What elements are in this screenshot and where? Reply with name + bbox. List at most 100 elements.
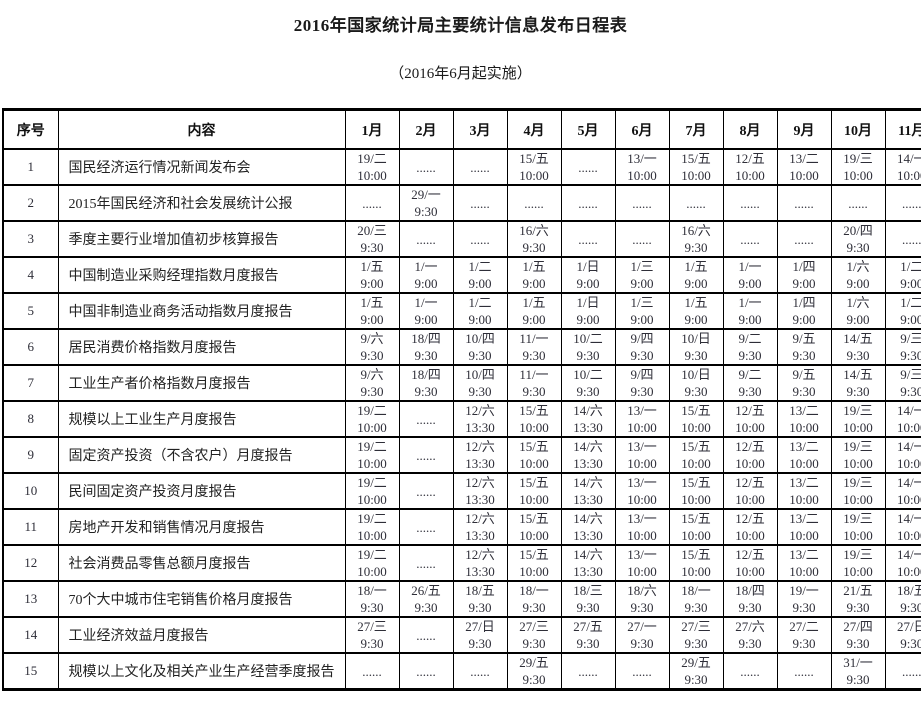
release-datetime: 9:30: [630, 636, 654, 651]
schedule-cell: 19/一 9:30: [776, 580, 832, 618]
release-datetime: 13/二: [789, 511, 819, 526]
row-number-cell: 13: [2, 580, 59, 618]
schedule-cell: 14/一 10:00: [884, 472, 921, 510]
release-datetime: 10:00: [627, 528, 657, 543]
schedule-cell: 1/五 9:00: [506, 256, 562, 294]
release-datetime: 9:30: [360, 240, 384, 255]
release-datetime: 9:30: [846, 636, 870, 651]
no-release-ellipsis: ......: [416, 663, 436, 679]
release-datetime: 10:00: [789, 492, 819, 507]
release-datetime: 9:30: [414, 348, 438, 363]
table-row: 14 工业经济效益月度报告 27/三 9:30...... 27/日 9:30 27/三 9:…: [2, 616, 921, 654]
release-datetime: 9:30: [738, 348, 762, 363]
schedule-cell: ......: [344, 184, 400, 222]
schedule-cell: 1/五 9:00: [344, 292, 400, 330]
schedule-cell: 1/四 9:00: [776, 292, 832, 330]
table-row: 8 规模以上工业生产月度报告 19/二 10:00...... 12/六 13:30 15/…: [2, 400, 921, 438]
content-cell: 国民经济运行情况新闻发布会: [57, 148, 346, 186]
no-release-ellipsis: ......: [578, 663, 598, 679]
release-datetime: 29/五: [519, 655, 549, 670]
schedule-cell: 14/一 10:00: [884, 508, 921, 546]
release-datetime: 10:00: [627, 564, 657, 579]
release-datetime: 10:00: [789, 168, 819, 183]
release-datetime: 12/六: [465, 475, 495, 490]
release-datetime: 26/五: [411, 583, 441, 598]
release-datetime: 10:00: [627, 492, 657, 507]
release-datetime: 9:30: [360, 348, 384, 363]
schedule-cell: ......: [452, 220, 508, 258]
schedule-cell: 18/四 9:30: [722, 580, 778, 618]
release-datetime: 19/三: [843, 151, 873, 166]
release-datetime: 9:00: [468, 276, 492, 291]
release-datetime: 19/二: [357, 151, 387, 166]
release-datetime: 10/四: [465, 367, 495, 382]
release-datetime: 15/五: [519, 475, 549, 490]
release-datetime: 10:00: [681, 420, 711, 435]
release-datetime: 15/五: [681, 511, 711, 526]
release-datetime: 19/二: [357, 511, 387, 526]
release-datetime: 13:30: [573, 456, 603, 471]
release-datetime: 9/四: [630, 367, 654, 382]
release-datetime: 9:00: [846, 276, 870, 291]
schedule-cell: 15/五 10:00: [506, 508, 562, 546]
release-datetime: 9:30: [576, 600, 600, 615]
release-datetime: 15/五: [681, 403, 711, 418]
schedule-cell: ......: [398, 148, 454, 186]
schedule-cell: 9/六 9:30: [344, 364, 400, 402]
release-datetime: 9:30: [468, 636, 492, 651]
column-header: 9月: [776, 108, 832, 150]
release-datetime: 10:00: [896, 564, 921, 579]
release-datetime: 9:30: [792, 636, 816, 651]
schedule-cell: 9/二 9:30: [722, 328, 778, 366]
schedule-cell: 13/一 10:00: [614, 148, 670, 186]
schedule-cell: 18/四 9:30: [398, 364, 454, 402]
column-header: 6月: [614, 108, 670, 150]
schedule-cell: ......: [560, 184, 616, 222]
table-row: 3 季度主要行业增加值初步核算报告 20/三 9:30............ 16/六…: [2, 220, 921, 258]
release-datetime: 10:00: [789, 528, 819, 543]
release-datetime: 14/六: [573, 547, 603, 562]
release-datetime: 9:00: [792, 276, 816, 291]
release-datetime: 10:00: [357, 492, 387, 507]
release-datetime: 10:00: [735, 492, 765, 507]
release-datetime: 10:00: [843, 564, 873, 579]
release-datetime: 10:00: [843, 492, 873, 507]
release-datetime: 9:30: [684, 636, 708, 651]
schedule-cell: 18/三 9:30: [560, 580, 616, 618]
no-release-ellipsis: ......: [794, 195, 814, 211]
release-datetime: 10:00: [896, 492, 921, 507]
release-datetime: 10/四: [465, 331, 495, 346]
release-datetime: 10:00: [519, 420, 549, 435]
schedule-cell: 1/五 9:00: [668, 292, 724, 330]
content-cell: 规模以上文化及相关产业生产经营季度报告: [57, 652, 346, 691]
release-datetime: 10:00: [357, 564, 387, 579]
release-datetime: 9:00: [576, 312, 600, 327]
no-release-ellipsis: ......: [470, 195, 490, 211]
schedule-cell: 15/五 10:00: [506, 148, 562, 186]
schedule-cell: ......: [398, 220, 454, 258]
release-datetime: 12/五: [735, 403, 765, 418]
release-datetime: 15/五: [681, 475, 711, 490]
schedule-cell: 9/三 9:30: [884, 328, 921, 366]
release-datetime: 16/六: [519, 223, 549, 238]
schedule-cell: 27/三 9:30: [668, 616, 724, 654]
schedule-cell: ......: [560, 652, 616, 691]
release-datetime: 18/四: [735, 583, 765, 598]
release-datetime: 13/二: [789, 475, 819, 490]
release-datetime: 13/二: [789, 439, 819, 454]
column-header: 3月: [452, 108, 508, 150]
release-datetime: 18/五: [896, 583, 921, 598]
table-row: 11 房地产开发和销售情况月度报告 19/二 10:00...... 12/六 13:30…: [2, 508, 921, 546]
release-datetime: 9:30: [900, 348, 921, 363]
release-datetime: 10:00: [681, 528, 711, 543]
release-datetime: 1/日: [576, 295, 600, 310]
release-datetime: 10/二: [573, 367, 603, 382]
release-datetime: 9:00: [738, 312, 762, 327]
no-release-ellipsis: ......: [578, 159, 598, 175]
release-datetime: 10/二: [573, 331, 603, 346]
schedule-cell: 27/四 9:30: [830, 616, 886, 654]
release-datetime: 9:00: [468, 312, 492, 327]
release-datetime: 27/五: [573, 619, 603, 634]
schedule-cell: 27/二 9:30: [776, 616, 832, 654]
schedule-cell: 14/一 10:00: [884, 544, 921, 582]
